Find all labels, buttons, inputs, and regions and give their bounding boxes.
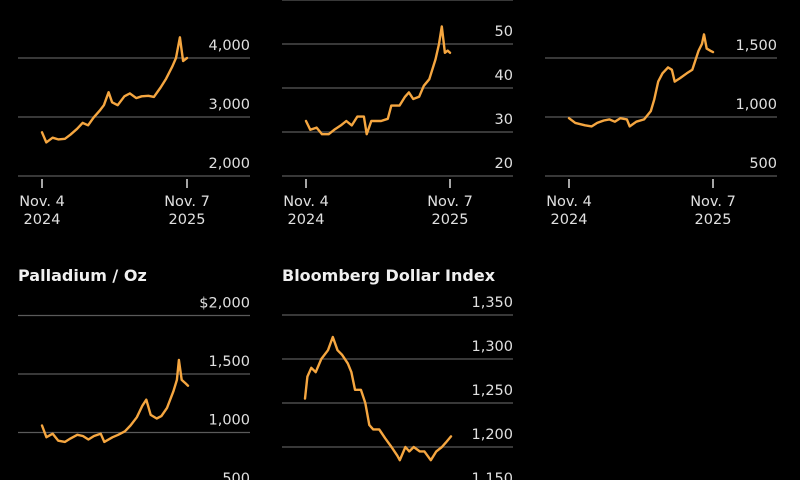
- series-line: [567, 33, 715, 128]
- x-tick-label: Nov. 4: [546, 194, 592, 210]
- y-tick-label: 40: [495, 68, 513, 84]
- series-line: [303, 335, 453, 462]
- x-tick-label: Nov. 7: [427, 194, 473, 210]
- y-tick-label: 1,200: [471, 427, 513, 443]
- y-tick-label: 1,250: [471, 383, 513, 399]
- y-tick-label: 500: [222, 471, 250, 480]
- y-tick-label: 1,000: [735, 97, 777, 113]
- x-tick-label-year: 2024: [288, 212, 325, 228]
- x-tick-label: Nov. 4: [19, 194, 65, 210]
- x-tick-label: Nov. 7: [164, 194, 210, 210]
- x-tick-label-year: 2025: [432, 212, 469, 228]
- y-tick-label: 3,000: [208, 97, 250, 113]
- chart-title-palladium: Palladium / Oz: [18, 266, 147, 285]
- y-tick-label: 20: [495, 156, 513, 172]
- series-line: [304, 25, 452, 136]
- y-tick-label: 1,000: [208, 413, 250, 429]
- x-tick-label-year: 2024: [24, 212, 61, 228]
- series-line: [40, 36, 189, 144]
- y-tick-label: 1,150: [471, 471, 513, 480]
- y-tick-label: 2,000: [208, 156, 250, 172]
- x-tick-label: Nov. 4: [283, 194, 329, 210]
- y-tick-label: 1,500: [735, 38, 777, 54]
- y-tick-label: 500: [749, 156, 777, 172]
- y-tick-label: 4,000: [208, 38, 250, 54]
- x-tick-label-year: 2025: [695, 212, 732, 228]
- y-tick-label: 1,350: [471, 295, 513, 311]
- y-tick-label: 1,300: [471, 339, 513, 355]
- y-tick-label: 30: [495, 112, 513, 128]
- y-tick-label: 50: [495, 24, 513, 40]
- x-tick-label: Nov. 7: [690, 194, 736, 210]
- x-tick-label-year: 2025: [169, 212, 206, 228]
- x-tick-label-year: 2024: [551, 212, 588, 228]
- series-line: [40, 358, 190, 444]
- y-tick-label: 1,500: [208, 354, 250, 370]
- y-tick-label: $2,000: [199, 296, 250, 312]
- chart-title-dollar-index: Bloomberg Dollar Index: [282, 266, 496, 285]
